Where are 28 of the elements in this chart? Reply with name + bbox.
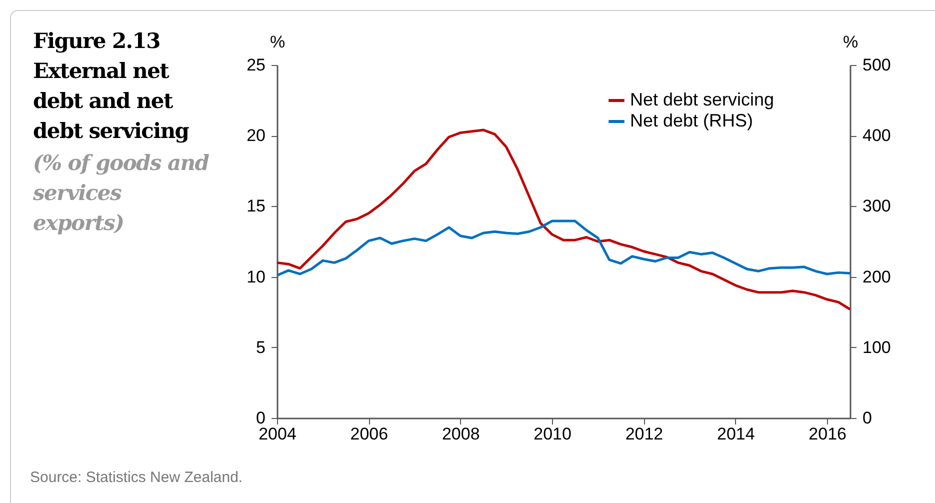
x-tick-label: 2016 — [808, 424, 846, 444]
y2-tick-label: 100 — [862, 338, 891, 357]
chart-title: Figure 2.13 External net debt and net debt servicing — [33, 27, 190, 145]
y-tick-label: 20 — [246, 126, 266, 146]
y-tick-label: 5 — [256, 338, 266, 357]
text: (% of goods and services exports) — [33, 149, 210, 237]
x-tick-label: 2004 — [258, 424, 296, 444]
x-tick-label: 2006 — [350, 424, 388, 444]
line-series — [276, 128, 852, 311]
y-tick-label: 0 — [256, 408, 266, 428]
x-tick-label: 2014 — [716, 424, 755, 444]
line-series — [276, 220, 852, 277]
y2-tick-label: 500 — [862, 56, 891, 74]
legend-label: Net debt (RHS) — [630, 110, 754, 130]
y-tick-label: 25 — [246, 56, 266, 74]
legend-label: Net debt servicing — [630, 90, 774, 110]
y-tick-label: 10 — [246, 267, 266, 286]
y2-tick-label: 0 — [862, 408, 872, 428]
y-tick-label: 15 — [246, 196, 266, 216]
y2-axis-title: % — [842, 32, 858, 52]
x-tick-label: 2008 — [442, 424, 480, 444]
source-note: Source: Statistics New Zealand. — [30, 469, 243, 486]
x-tick-label: 2010 — [534, 424, 572, 444]
y2-tick-label: 300 — [862, 196, 891, 216]
y2-tick-label: 200 — [862, 267, 891, 286]
y-axis-title: % — [270, 32, 286, 52]
y2-tick-label: 400 — [862, 126, 891, 146]
x-tick-label: 2012 — [625, 424, 664, 444]
